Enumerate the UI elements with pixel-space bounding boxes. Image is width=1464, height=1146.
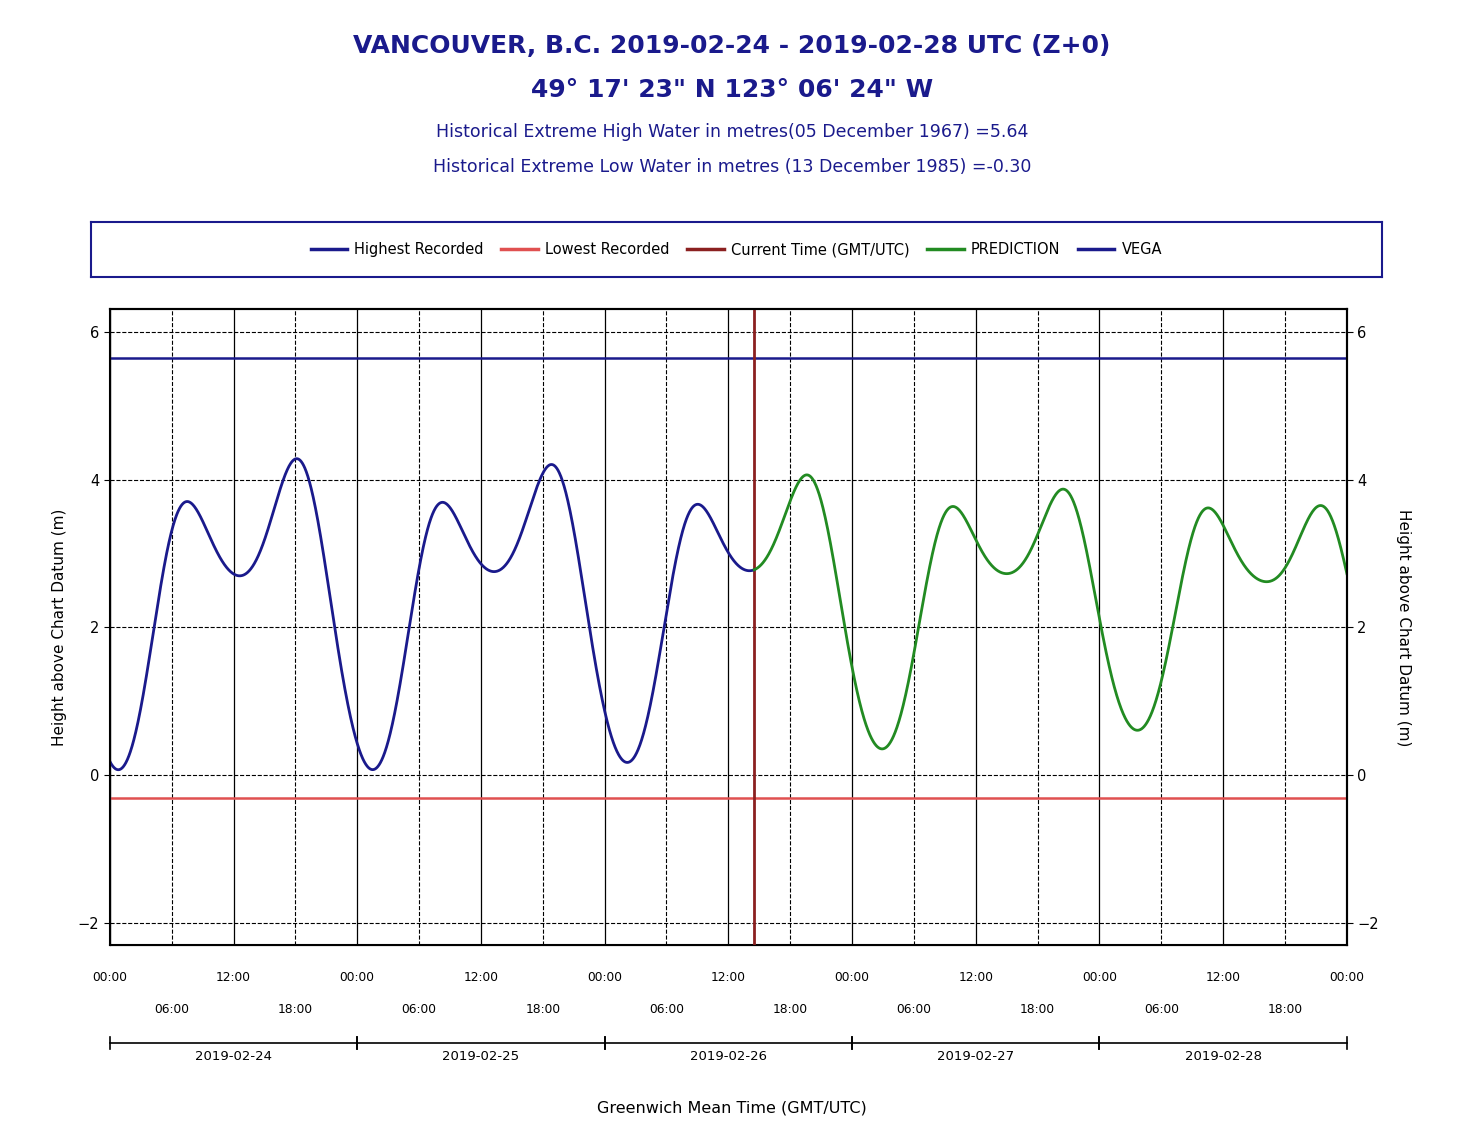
Text: 2019-02-27: 2019-02-27 [937, 1050, 1015, 1062]
Text: 2019-02-25: 2019-02-25 [442, 1050, 520, 1062]
Text: 18:00: 18:00 [278, 1003, 313, 1015]
Text: Historical Extreme Low Water in metres (13 December 1985) =-0.30: Historical Extreme Low Water in metres (… [433, 158, 1031, 176]
Y-axis label: Height above Chart Datum (m): Height above Chart Datum (m) [51, 509, 67, 746]
Text: 18:00: 18:00 [1020, 1003, 1056, 1015]
Text: 00:00: 00:00 [1329, 971, 1364, 983]
Text: 00:00: 00:00 [1082, 971, 1117, 983]
Text: 00:00: 00:00 [92, 971, 127, 983]
Text: 2019-02-28: 2019-02-28 [1184, 1050, 1262, 1062]
Text: 18:00: 18:00 [773, 1003, 808, 1015]
Text: 18:00: 18:00 [1268, 1003, 1303, 1015]
Text: 12:00: 12:00 [959, 971, 993, 983]
Text: 12:00: 12:00 [217, 971, 250, 983]
Text: 18:00: 18:00 [526, 1003, 561, 1015]
Text: Historical Extreme High Water in metres(05 December 1967) =5.64: Historical Extreme High Water in metres(… [436, 123, 1028, 141]
Text: 12:00: 12:00 [464, 971, 498, 983]
Text: 00:00: 00:00 [587, 971, 622, 983]
Text: 06:00: 06:00 [1143, 1003, 1179, 1015]
Text: 00:00: 00:00 [834, 971, 870, 983]
Text: 06:00: 06:00 [154, 1003, 189, 1015]
Text: 2019-02-26: 2019-02-26 [690, 1050, 767, 1062]
Text: VANCOUVER, B.C. 2019-02-24 - 2019-02-28 UTC (Z+0): VANCOUVER, B.C. 2019-02-24 - 2019-02-28 … [353, 34, 1111, 58]
Y-axis label: Height above Chart Datum (m): Height above Chart Datum (m) [1395, 509, 1411, 746]
Legend: Highest Recorded, Lowest Recorded, Current Time (GMT/UTC), PREDICTION, VEGA: Highest Recorded, Lowest Recorded, Curre… [305, 236, 1168, 264]
Text: 12:00: 12:00 [1206, 971, 1240, 983]
Text: 12:00: 12:00 [712, 971, 745, 983]
Text: 49° 17' 23" N 123° 06' 24" W: 49° 17' 23" N 123° 06' 24" W [531, 78, 933, 102]
Text: 06:00: 06:00 [401, 1003, 436, 1015]
Text: 00:00: 00:00 [340, 971, 375, 983]
Text: 06:00: 06:00 [896, 1003, 931, 1015]
Text: 06:00: 06:00 [649, 1003, 684, 1015]
Text: 2019-02-24: 2019-02-24 [195, 1050, 272, 1062]
Text: Greenwich Mean Time (GMT/UTC): Greenwich Mean Time (GMT/UTC) [597, 1100, 867, 1115]
